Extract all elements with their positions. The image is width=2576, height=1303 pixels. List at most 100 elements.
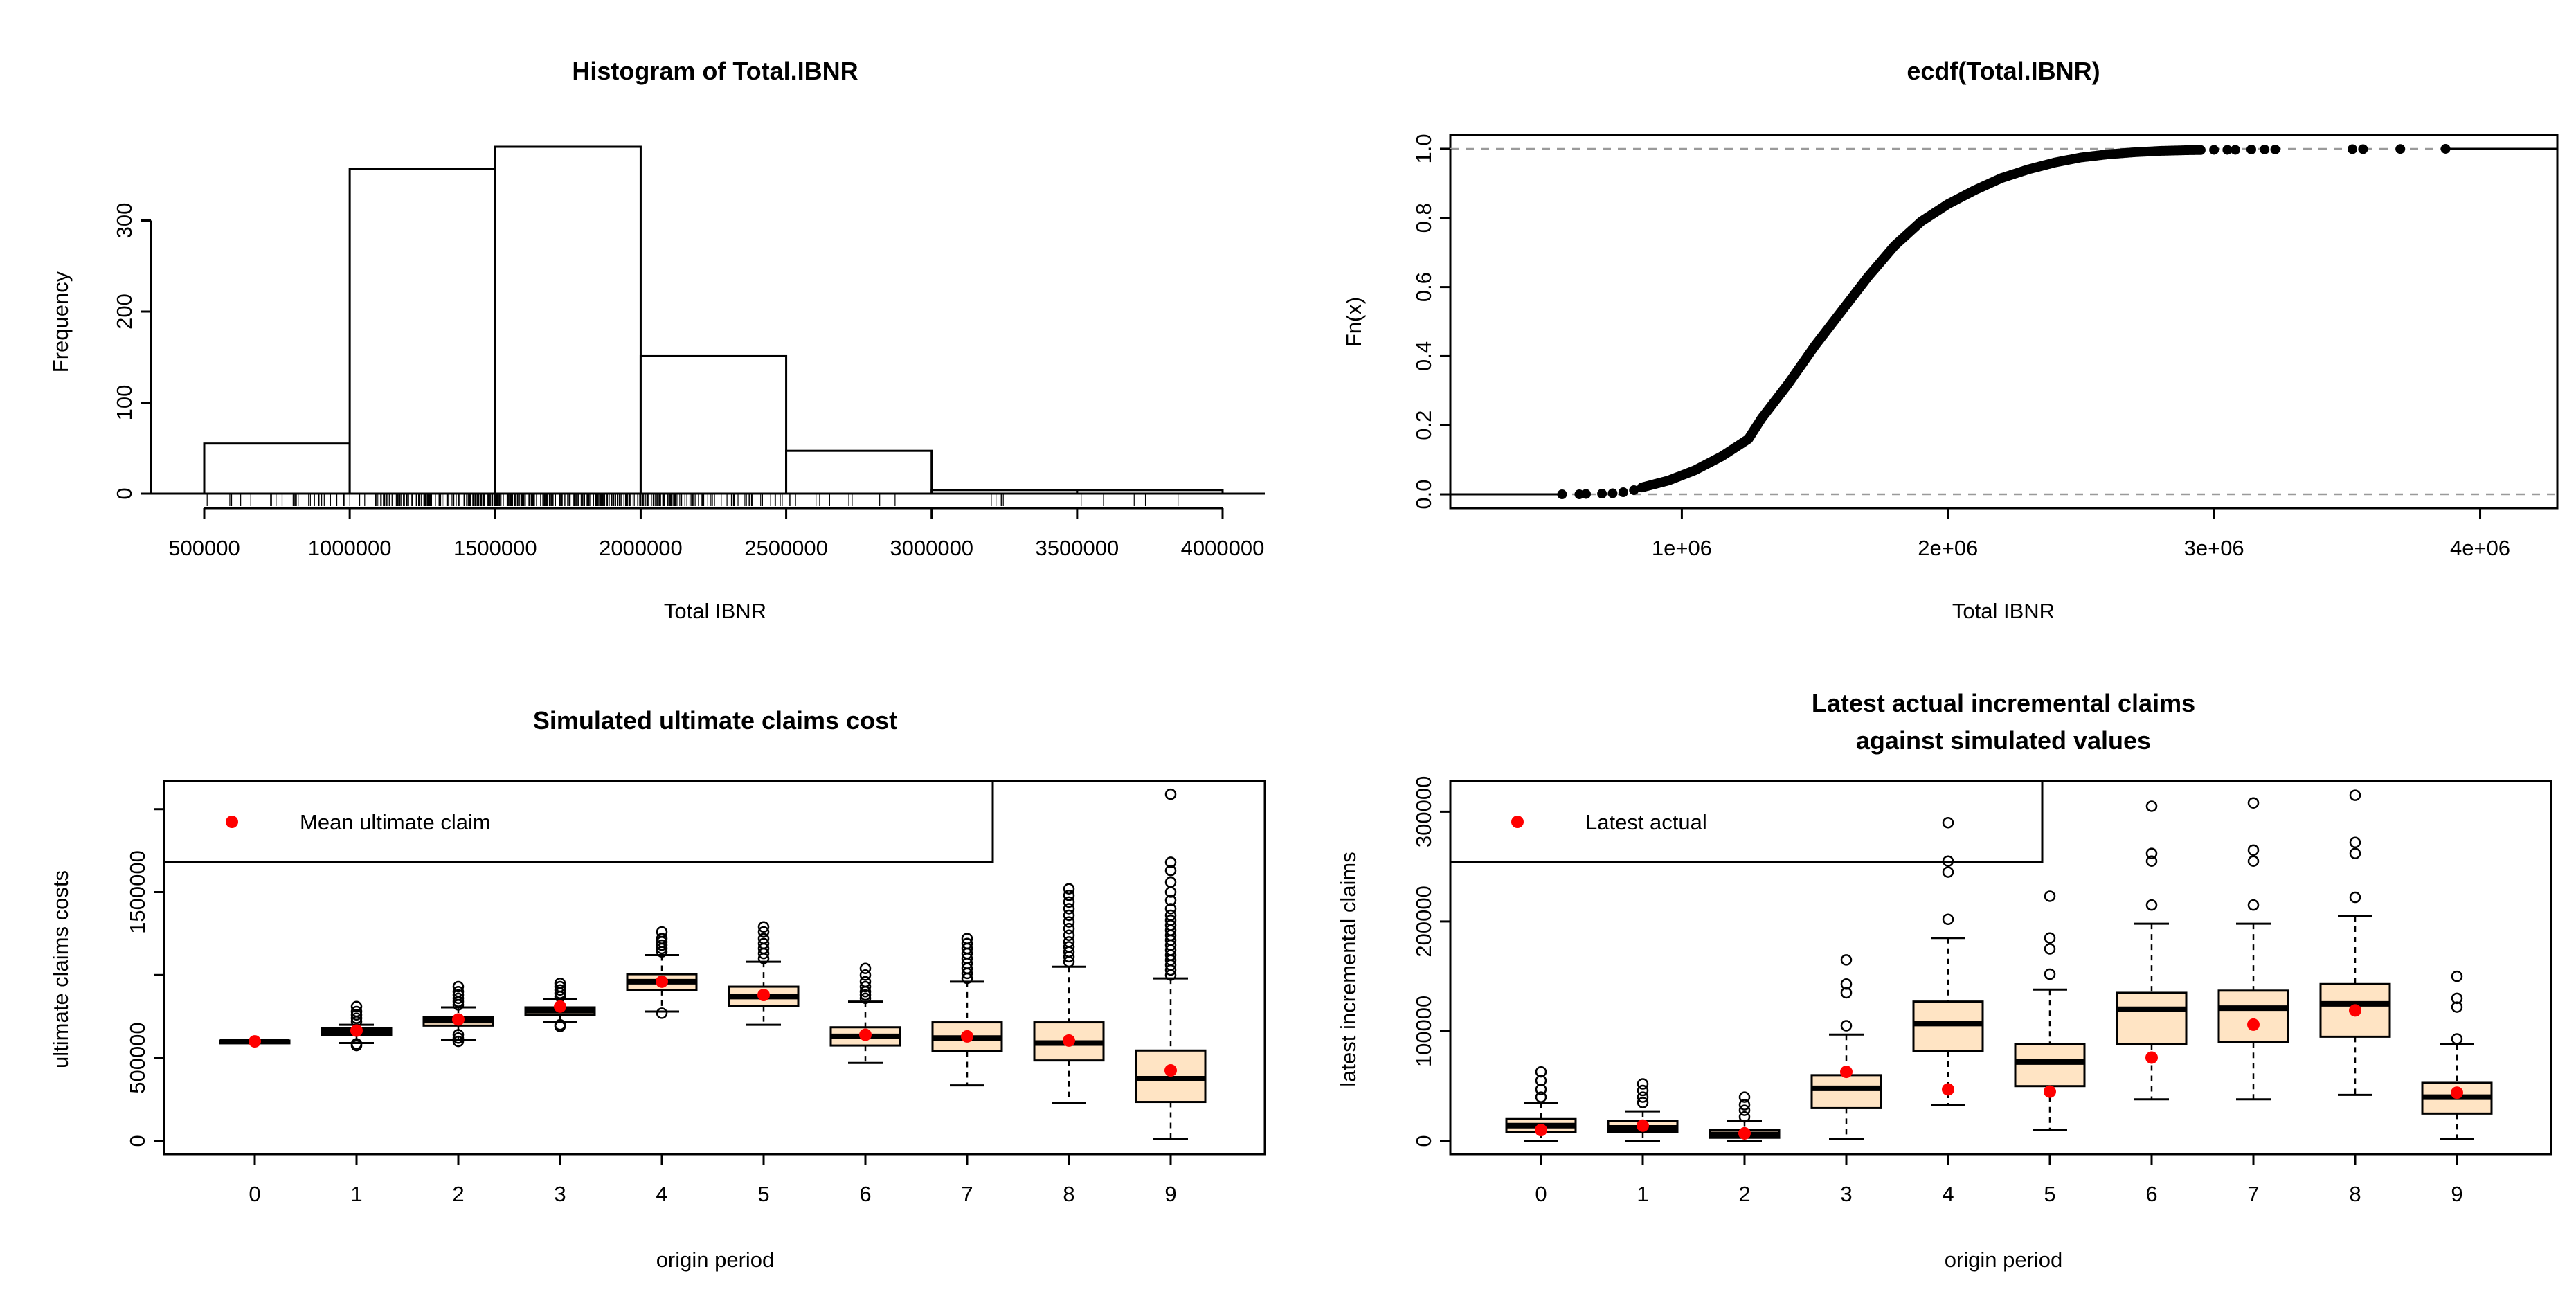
histogram-x-tick-label: 3000000 xyxy=(890,536,973,560)
latest-outlier xyxy=(2247,899,2260,911)
ultimate-box-group xyxy=(728,921,800,1026)
ultimate-boxplot-panel: Simulated ultimate claims cost origin pe… xyxy=(48,706,1266,1272)
ultimate-outlier xyxy=(452,980,465,993)
ecdf-point xyxy=(2348,144,2358,154)
latest-x-tick-label: 9 xyxy=(2451,1182,2462,1206)
ecdf-point xyxy=(2222,145,2233,155)
ultimate-box-group xyxy=(1033,883,1105,1104)
ultimate-mean-dot xyxy=(452,1013,465,1026)
ultimate-x-tick-label: 6 xyxy=(859,1182,871,1206)
histogram-y-label: Frequency xyxy=(48,271,73,372)
ultimate-title: Simulated ultimate claims cost xyxy=(533,706,897,735)
ultimate-outlier xyxy=(1063,909,1075,922)
ultimate-outlier xyxy=(757,933,770,944)
ultimate-outlier xyxy=(757,921,770,933)
ultimate-outlier xyxy=(859,980,872,993)
ultimate-x-tick-label: 8 xyxy=(1063,1182,1074,1206)
latest-box-group xyxy=(1607,1078,1679,1142)
ultimate-outlier xyxy=(1164,914,1177,926)
histogram-title: Histogram of Total.IBNR xyxy=(572,57,858,85)
ultimate-outlier xyxy=(350,1039,363,1052)
histogram-rug xyxy=(206,494,1179,506)
ultimate-outlier xyxy=(859,989,872,1001)
ecdf-y-tick-label: 1.0 xyxy=(1412,134,1436,163)
latest-x-label: origin period xyxy=(1945,1248,2063,1272)
ultimate-legend-label: Mean ultimate claim xyxy=(300,810,491,834)
ultimate-outlier xyxy=(757,937,770,950)
latest-box xyxy=(2014,1043,2086,1088)
latest-outlier xyxy=(1535,1075,1547,1087)
latest-box-group xyxy=(2319,789,2391,1096)
latest-y-label: latest incremental claims xyxy=(1336,852,1360,1086)
latest-y-tick-label: 200000 xyxy=(1412,886,1436,957)
ultimate-outlier xyxy=(757,926,770,938)
ultimate-outlier xyxy=(1063,896,1075,908)
latest-outlier xyxy=(1535,1066,1547,1078)
ultimate-outlier xyxy=(1164,876,1177,888)
ultimate-outlier xyxy=(350,1000,363,1013)
ecdf-x-tick-label: 2e+06 xyxy=(1918,536,1978,560)
ecdf-title: ecdf(Total.IBNR) xyxy=(1907,57,2100,85)
ultimate-outlier xyxy=(1063,941,1075,953)
ultimate-outlier xyxy=(350,1012,363,1024)
ecdf-point xyxy=(2246,144,2256,154)
ecdf-point xyxy=(2358,144,2368,154)
ultimate-legend-marker xyxy=(226,816,238,828)
latest-box-group xyxy=(2014,890,2086,1131)
latest-outlier xyxy=(2451,1001,2463,1013)
latest-actual-dot xyxy=(2247,1018,2260,1031)
ultimate-outlier xyxy=(1164,788,1177,800)
ultimate-y-tick-label: 1500000 xyxy=(125,850,150,934)
ultimate-box-group xyxy=(219,1035,291,1048)
ultimate-box-group xyxy=(524,978,596,1032)
latest-outlier xyxy=(2044,890,2056,902)
ultimate-outlier xyxy=(350,1009,363,1021)
latest-outlier xyxy=(2247,844,2260,856)
latest-x-tick-label: 1 xyxy=(1637,1182,1648,1206)
latest-outlier xyxy=(2145,847,2158,859)
latest-outlier xyxy=(2145,800,2158,812)
ultimate-outlier xyxy=(554,980,566,993)
latest-x-tick-label: 2 xyxy=(1738,1182,1750,1206)
ecdf-plot-frame xyxy=(1449,134,2559,510)
latest-y-tick-label: 100000 xyxy=(1412,996,1436,1067)
ultimate-x-tick-label: 7 xyxy=(961,1182,973,1206)
latest-outlier xyxy=(2349,847,2361,859)
ecdf-curve xyxy=(1637,145,2206,493)
ecdf-point xyxy=(1607,488,1618,498)
ultimate-outlier xyxy=(1164,856,1177,868)
latest-legend-marker xyxy=(1511,816,1524,828)
ultimate-outlier xyxy=(859,969,872,981)
latest-box-group xyxy=(2116,800,2188,1101)
ultimate-y-tick-label: 0 xyxy=(125,1135,150,1147)
ultimate-outlier xyxy=(656,939,668,951)
latest-outlier xyxy=(2349,789,2361,801)
latest-outlier xyxy=(2044,932,2056,944)
ecdf-point xyxy=(2440,143,2451,154)
latest-title: Latest actual incremental claims xyxy=(1812,689,2195,717)
latest-actual-dot xyxy=(2451,1086,2463,1099)
ultimate-outlier xyxy=(1164,865,1177,877)
ecdf-point xyxy=(1557,489,1567,500)
latest-actual-dot xyxy=(2349,1004,2361,1017)
ecdf-point xyxy=(2209,145,2219,155)
latest-x-tick-label: 5 xyxy=(2044,1182,2055,1206)
latest-outlier xyxy=(1840,1020,1853,1032)
histogram-bar xyxy=(203,442,351,495)
histogram-x-tick-label: 1000000 xyxy=(308,536,392,560)
ecdf-point xyxy=(2270,144,2280,154)
ultimate-outlier xyxy=(961,933,973,944)
ultimate-box-group xyxy=(626,926,698,1019)
ecdf-point xyxy=(1629,485,1639,496)
ultimate-y-tick-label: 500000 xyxy=(125,1022,150,1093)
histogram-x-tick-label: 4000000 xyxy=(1181,536,1265,560)
ultimate-x-tick-label: 5 xyxy=(757,1182,769,1206)
latest-outlier xyxy=(1738,1111,1751,1123)
latest-outlier xyxy=(1738,1091,1751,1103)
ultimate-mean-dot xyxy=(961,1030,973,1043)
histogram-x-label: Total IBNR xyxy=(664,599,766,623)
ecdf-y-tick-label: 0.6 xyxy=(1412,272,1436,302)
histogram-panel: Histogram of Total.IBNR Total IBNR Frequ… xyxy=(48,57,1265,623)
latest-outlier xyxy=(1738,1099,1751,1111)
ecdf-x-tick-label: 4e+06 xyxy=(2450,536,2510,560)
